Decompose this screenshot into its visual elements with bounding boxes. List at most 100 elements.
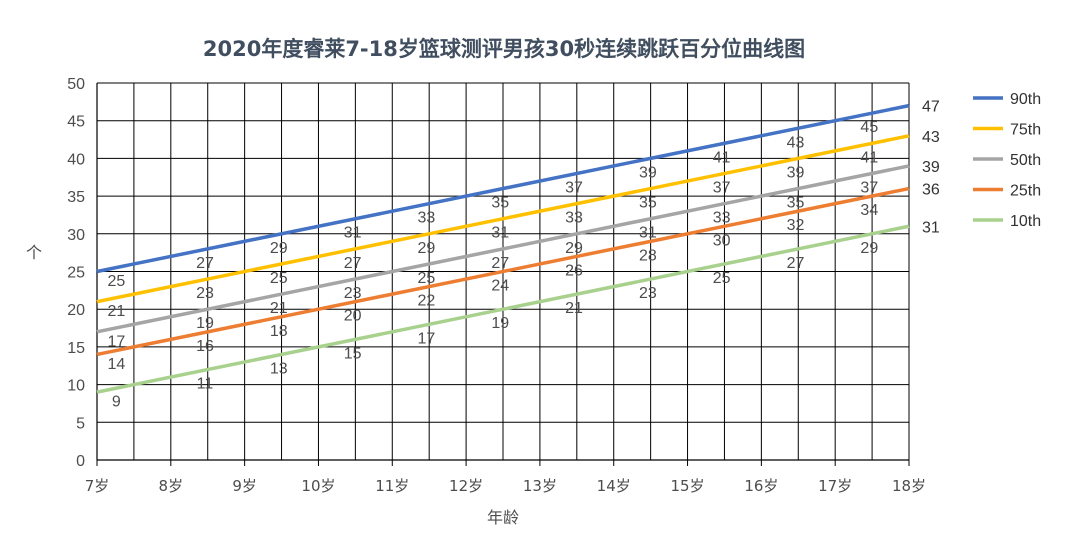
data-label-75th: 29 [418, 240, 436, 257]
data-label-25th: 20 [344, 308, 362, 325]
data-label-50th: 35 [787, 195, 805, 212]
data-label-10th: 9 [112, 394, 121, 411]
data-label-10th: 15 [344, 345, 362, 362]
y-tick-label: 5 [76, 415, 85, 432]
data-label-90th: 31 [344, 225, 362, 242]
data-label-10th: 29 [860, 240, 878, 257]
end-label-10th: 31 [922, 219, 940, 236]
data-label-50th: 29 [565, 240, 583, 257]
x-tick-label: 14岁 [597, 477, 631, 495]
data-label-25th: 18 [270, 323, 288, 340]
data-label-50th: 37 [860, 179, 878, 196]
data-label-50th: 33 [713, 210, 731, 227]
y-tick-label: 20 [67, 302, 85, 319]
data-label-10th: 25 [713, 270, 731, 287]
x-tick-label: 17岁 [818, 477, 852, 495]
data-label-50th: 31 [639, 225, 657, 242]
data-label-75th: 37 [713, 179, 731, 196]
data-label-75th: 21 [107, 303, 125, 320]
y-tick-label: 45 [67, 114, 85, 131]
series-lines [96, 103, 910, 394]
data-label-50th: 27 [491, 255, 509, 272]
data-label-90th: 43 [787, 134, 805, 151]
data-label-10th: 19 [491, 315, 509, 332]
legend-label-25th: 25th [1010, 183, 1041, 200]
data-label-90th: 39 [639, 164, 657, 181]
x-tick-label: 10岁 [301, 477, 335, 495]
x-axis-label: 年龄 [487, 508, 519, 527]
legend-label-50th: 50th [1010, 152, 1041, 169]
end-label-90th: 47 [922, 99, 940, 116]
x-tick-label: 11岁 [375, 477, 409, 495]
data-label-50th: 19 [196, 315, 214, 332]
data-labels: 25 27 29 31 33 35 37 39 41 43 45 21 23 25 27 29 31 33 35 37… [107, 119, 878, 410]
data-label-25th: 14 [107, 356, 125, 373]
y-tick-label: 35 [67, 189, 85, 206]
data-label-50th: 25 [418, 270, 436, 287]
data-label-90th: 27 [196, 255, 214, 272]
data-label-25th: 30 [713, 232, 731, 249]
y-tick-label: 50 [67, 76, 85, 93]
series-line-25th [96, 186, 910, 357]
grid-lines [96, 82, 910, 461]
y-tick-label: 25 [67, 265, 85, 282]
data-label-75th: 39 [787, 164, 805, 181]
series-line-10th [96, 224, 910, 394]
data-label-10th: 11 [197, 376, 214, 393]
end-label-25th: 36 [922, 182, 940, 199]
data-label-10th: 21 [565, 300, 583, 317]
x-tick-label: 12岁 [449, 477, 483, 495]
x-tick-label: 16岁 [744, 477, 778, 495]
y-tick-label: 10 [67, 378, 85, 395]
data-label-75th: 41 [860, 149, 878, 166]
series-line-50th [96, 164, 910, 334]
data-label-90th: 33 [418, 210, 436, 227]
y-axis-label: 个 [26, 243, 42, 262]
data-label-90th: 35 [491, 195, 509, 212]
y-tick-labels: 0 5 10 15 20 25 30 35 40 45 50 [67, 76, 85, 470]
data-label-25th: 22 [418, 293, 436, 310]
data-label-90th: 37 [565, 179, 583, 196]
data-label-10th: 23 [639, 285, 657, 302]
data-label-75th: 33 [565, 210, 583, 227]
data-label-10th: 17 [418, 330, 436, 347]
end-labels: 47 43 39 36 31 [922, 99, 940, 237]
data-label-25th: 26 [565, 262, 583, 279]
y-tick-label: 0 [76, 453, 85, 470]
data-label-25th: 24 [491, 278, 509, 295]
data-label-90th: 45 [860, 119, 878, 136]
data-label-75th: 27 [344, 255, 362, 272]
y-tick-label: 15 [67, 340, 85, 357]
data-label-25th: 34 [860, 202, 878, 219]
x-tick-labels: 7岁 8岁 9岁 10岁 11岁 12岁 13岁 14岁 15岁 16岁 17岁 18岁 [85, 477, 926, 495]
x-tick-label: 18岁 [892, 477, 926, 495]
data-label-75th: 23 [196, 285, 214, 302]
y-tick-label: 30 [67, 227, 85, 244]
data-label-90th: 41 [713, 149, 731, 166]
data-label-50th: 23 [344, 285, 362, 302]
x-tick-label: 9岁 [232, 477, 257, 495]
legend-label-10th: 10th [1010, 213, 1041, 230]
data-label-10th: 27 [787, 255, 805, 272]
chart-title: 2020年度睿莱7-18岁篮球测评男孩30秒连续跳跃百分位曲线图 [203, 37, 805, 61]
data-label-50th: 21 [270, 300, 288, 317]
series-line-75th [96, 134, 910, 304]
legend: 90th 75th 50th 25th 10th [973, 91, 1041, 230]
x-tick-label: 13岁 [523, 477, 557, 495]
legend-label-90th: 90th [1010, 91, 1041, 108]
series-line-90th [96, 103, 910, 274]
end-label-50th: 39 [922, 159, 940, 176]
data-label-75th: 31 [491, 225, 509, 242]
data-label-50th: 17 [107, 333, 125, 350]
data-label-10th: 13 [270, 360, 288, 377]
end-label-75th: 43 [922, 129, 940, 146]
x-tick-label: 7岁 [85, 477, 110, 495]
data-label-75th: 35 [639, 195, 657, 212]
data-label-25th: 16 [196, 338, 214, 355]
x-tick-label: 8岁 [159, 477, 184, 495]
data-label-25th: 28 [639, 247, 657, 264]
x-tick-label: 15岁 [670, 477, 704, 495]
legend-label-75th: 75th [1010, 122, 1041, 139]
